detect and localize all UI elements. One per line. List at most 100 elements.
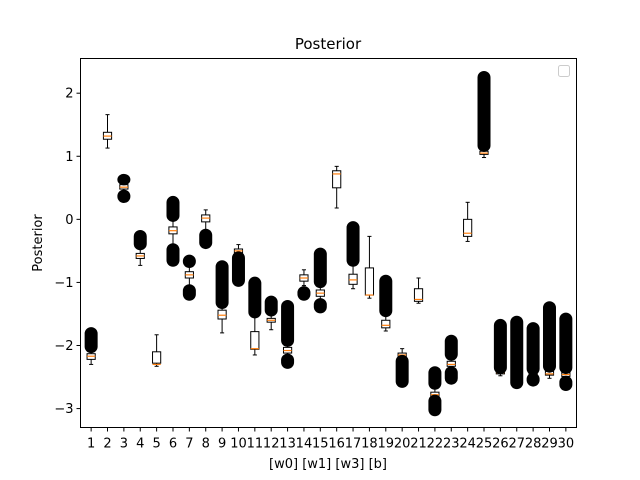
x-tick-label: 17	[345, 437, 362, 452]
x-tick-label: 24	[459, 437, 476, 452]
x-tick-label: 26	[492, 437, 509, 452]
x-tick-label: 21	[410, 437, 427, 452]
y-tick-label: −3	[54, 402, 73, 417]
box-group-2	[102, 114, 113, 149]
outliers-14-0	[297, 286, 311, 301]
x-tick-label: 23	[443, 437, 460, 452]
box-21	[413, 288, 424, 302]
x-tick-label: 14	[296, 437, 313, 452]
outliers-28-1	[526, 322, 540, 376]
outliers-8-0	[199, 228, 213, 250]
box-group-25	[477, 71, 491, 159]
box-group-6	[166, 195, 180, 267]
outliers-27-0	[510, 315, 524, 390]
box-group-18	[364, 235, 375, 299]
box-group-14	[297, 269, 311, 301]
box-9	[217, 309, 227, 320]
outliers-12-0	[264, 295, 278, 317]
outliers-1-0	[84, 327, 98, 354]
x-tick-label: 15	[312, 437, 329, 452]
box-group-19	[379, 274, 393, 332]
x-tick-label: 12	[263, 437, 280, 452]
y-tick-label: 1	[65, 150, 73, 165]
y-tick-label: 0	[65, 213, 73, 228]
outliers-17-0	[346, 221, 360, 267]
box-group-12	[264, 295, 278, 331]
x-tick-label: 20	[394, 437, 411, 452]
x-tick-label: 28	[525, 437, 542, 452]
x-tick-label: 22	[427, 437, 444, 452]
box-24	[463, 218, 473, 237]
x-tick-label: 8	[202, 437, 210, 452]
y-axis: −3 −2 −1 0 1 2	[54, 87, 81, 417]
x-tick-label: 11	[247, 437, 264, 452]
box-group-21	[413, 277, 424, 304]
box-group-3	[117, 173, 131, 204]
plot-frame	[80, 58, 577, 428]
x-tick-label: 7	[185, 437, 193, 452]
x-tick-label: 13	[279, 437, 296, 452]
x-axis-label: [w0] [w1] [w3] [b]	[269, 457, 387, 472]
box-group-13	[281, 300, 295, 369]
x-tick-label: 16	[328, 437, 345, 452]
box-group-17	[346, 221, 360, 290]
box-group-4	[133, 229, 147, 266]
y-tick-label: −1	[54, 276, 73, 291]
outliers-6-0	[166, 243, 180, 267]
box-group-1	[84, 327, 98, 365]
outliers-10-0	[231, 251, 245, 287]
x-tick-label: 1	[87, 437, 95, 452]
outliers-7-0	[182, 284, 196, 301]
box-17	[348, 273, 358, 285]
outliers-9-0	[215, 260, 229, 309]
outliers-23-1	[444, 334, 458, 361]
outliers-19-0	[379, 274, 393, 318]
x-tick-label: 5	[152, 437, 160, 452]
box-5	[152, 351, 162, 364]
outliers-13-0	[281, 353, 295, 369]
outliers-4-0	[133, 229, 147, 251]
outliers-20-0	[395, 354, 409, 388]
outliers-3-0	[117, 189, 131, 204]
x-tick-label: 4	[136, 437, 144, 452]
outliers-25-0	[477, 71, 491, 152]
box-group-27	[510, 315, 524, 390]
outliers-26-0	[493, 318, 507, 374]
box-group-28	[526, 322, 540, 387]
x-tick-label: 25	[476, 437, 493, 452]
y-axis-label: Posterior	[31, 214, 46, 272]
box-group-11	[248, 276, 262, 356]
x-axis: 1 2 3 4 5 6 7 8 9 10 11 12 13 14 15 16 17 18 19 20 21 22 23 24 2…	[87, 427, 574, 452]
box-group-30	[559, 312, 573, 391]
box-group-29	[542, 301, 556, 379]
y-tick-label: −2	[54, 339, 73, 354]
box-group-23	[444, 334, 458, 385]
outliers-22-0	[428, 394, 442, 417]
box-group-5	[152, 334, 162, 367]
outliers-30-1	[559, 312, 573, 374]
outliers-29-0	[542, 301, 556, 373]
x-tick-label: 19	[378, 437, 395, 452]
outliers-13-1	[281, 300, 295, 347]
box-group-9	[215, 260, 229, 334]
x-tick-label: 9	[218, 437, 226, 452]
box-23	[446, 360, 456, 367]
box-group-15	[313, 247, 327, 314]
box-19	[381, 319, 391, 329]
outliers-11-0	[248, 276, 262, 319]
box-16	[332, 170, 342, 189]
outliers-3-1	[117, 173, 131, 186]
outliers-28-0	[526, 372, 540, 387]
box-group-22	[428, 366, 442, 417]
outliers-15-1	[313, 247, 327, 289]
outliers-30-0	[559, 375, 573, 391]
x-tick-label: 3	[120, 437, 128, 452]
x-tick-label: 27	[508, 437, 525, 452]
box-group-8	[199, 209, 213, 250]
outliers-7-1	[182, 254, 196, 268]
y-tick-label: 2	[65, 87, 73, 102]
box-11	[250, 331, 260, 350]
x-tick-label: 2	[103, 437, 111, 452]
